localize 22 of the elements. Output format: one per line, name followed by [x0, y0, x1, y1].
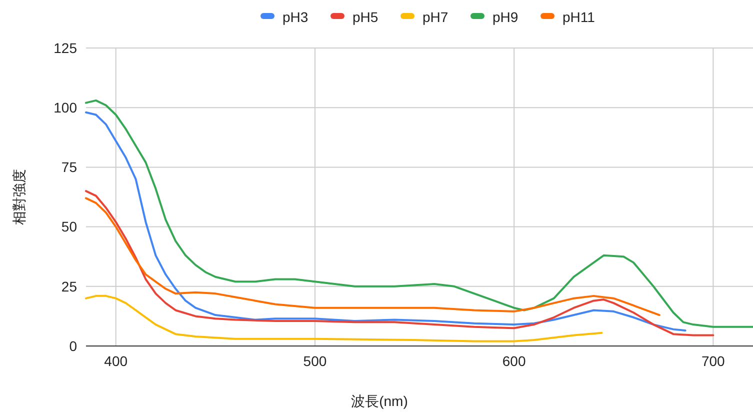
line-series — [85, 197, 660, 316]
y-tick-label: 125 — [54, 40, 78, 56]
x-tick-label: 500 — [303, 353, 327, 369]
x-tick-label: 600 — [502, 353, 526, 369]
line-series — [85, 294, 603, 342]
x-tick-label: 400 — [104, 353, 128, 369]
x-axis-title: 波長(nm) — [351, 393, 408, 409]
y-tick-label: 100 — [54, 100, 78, 116]
y-tick-label: 25 — [61, 278, 78, 294]
line-series — [85, 111, 686, 332]
legend-label: pH5 — [352, 8, 378, 25]
y-tick-label: 75 — [61, 159, 78, 176]
y-tick-label: 50 — [61, 218, 78, 235]
legend-label: pH7 — [422, 8, 448, 25]
line-series — [85, 99, 753, 328]
legend-label: pH3 — [282, 8, 308, 25]
legend-label: pH9 — [492, 8, 518, 25]
y-axis-title: 相對強度 — [11, 169, 27, 225]
line-series — [85, 190, 714, 336]
legend-label: pH11 — [562, 8, 596, 25]
x-tick-label: 700 — [702, 353, 726, 369]
y-tick-label: 0 — [69, 338, 78, 354]
